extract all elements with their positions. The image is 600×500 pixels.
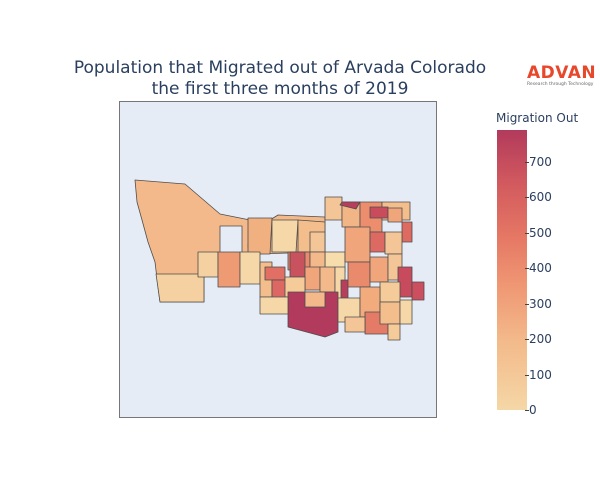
map-region xyxy=(369,256,389,283)
map-region xyxy=(384,231,403,255)
map-region xyxy=(304,266,321,291)
colorbar-tick-label: 500 xyxy=(525,225,552,240)
map-region xyxy=(379,301,401,325)
map-region xyxy=(340,279,349,299)
map-region xyxy=(369,231,386,253)
chart-title: Population that Migrated out of Arvada C… xyxy=(60,58,500,100)
logo-tagline: Research through Technology xyxy=(527,82,594,87)
chart-title-line-1: Population that Migrated out of Arvada C… xyxy=(73,58,487,78)
colorbar-gradient xyxy=(497,130,527,410)
colorbar-title: Migration Out xyxy=(496,111,579,125)
colorbar-tick-label: 600 xyxy=(525,190,552,205)
map-region xyxy=(289,251,306,278)
chart-title-line-2: the first three months of 2019 xyxy=(151,79,409,99)
map-region xyxy=(344,316,366,333)
map-region xyxy=(399,299,413,325)
map-region xyxy=(309,231,326,253)
map-region xyxy=(347,261,371,288)
colorbar-tick-label: 100 xyxy=(525,367,552,382)
map-region xyxy=(155,273,205,303)
map-region xyxy=(247,217,273,255)
map-region xyxy=(324,196,343,221)
advan-logo: ADVAN Research through Technology xyxy=(527,64,597,88)
colorbar-tick-label: 400 xyxy=(525,261,552,276)
map-region xyxy=(264,266,286,281)
map-area[interactable] xyxy=(119,101,437,418)
map-region xyxy=(197,251,219,278)
map-region xyxy=(239,251,261,285)
map-region xyxy=(287,291,339,338)
colorbar-tick-label: 0 xyxy=(525,403,537,417)
arvada-choropleth[interactable] xyxy=(120,102,437,418)
map-region xyxy=(369,206,389,219)
map-region xyxy=(411,281,425,301)
colorbar-tick-label: 300 xyxy=(525,296,552,311)
map-region xyxy=(344,226,371,263)
map-region xyxy=(379,281,401,303)
colorbar-tick-label: 700 xyxy=(525,154,552,169)
map-region xyxy=(387,323,401,341)
map-region xyxy=(387,207,403,223)
map-region xyxy=(401,221,413,243)
map-region xyxy=(304,291,326,308)
map-region xyxy=(271,219,299,253)
map-region xyxy=(217,251,241,288)
map-region xyxy=(319,266,336,293)
map-region xyxy=(339,201,361,210)
colorbar-tick-label: 200 xyxy=(525,332,552,347)
map-region xyxy=(259,296,289,315)
logo-wordmark: ADVAN xyxy=(527,63,597,83)
